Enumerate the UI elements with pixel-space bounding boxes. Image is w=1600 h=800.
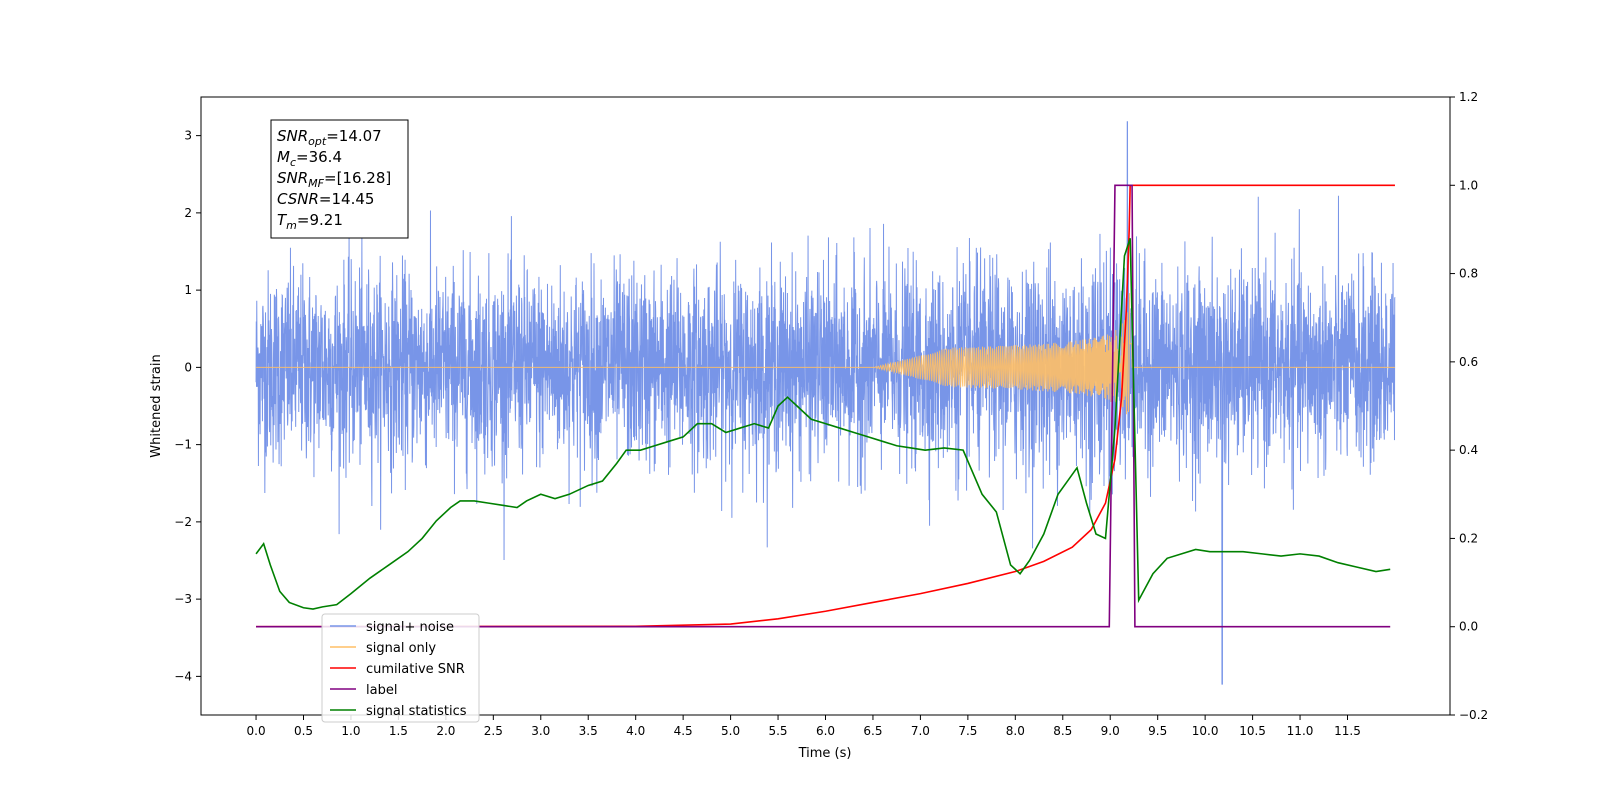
y2-tick-label: 1.2	[1459, 90, 1478, 104]
legend-label: signal statistics	[366, 704, 467, 719]
x-tick-label: 7.0	[911, 724, 930, 738]
x-tick-label: 8.0	[1006, 724, 1025, 738]
x-tick-label: 5.0	[721, 724, 740, 738]
x-tick-label: 7.5	[958, 724, 977, 738]
x-tick-label: 4.0	[626, 724, 645, 738]
annotation-line: CSNR=14.45	[277, 190, 374, 208]
x-tick-label: 2.0	[436, 724, 455, 738]
series-layer	[255, 121, 1396, 685]
x-tick-label: 8.5	[1053, 724, 1072, 738]
annotation-symbol: T	[277, 211, 288, 229]
x-tick-label: 0.0	[247, 724, 266, 738]
y-tick-label: −4	[174, 669, 192, 683]
y2-tick-label: −0.2	[1459, 708, 1488, 722]
annotation-value: =36.4	[296, 148, 342, 166]
annotation-symbol: SNR	[277, 169, 308, 187]
annotation-box: SNRopt=14.07Mc=36.4SNRMF=[16.28]CSNR=14.…	[270, 119, 409, 239]
x-axis-label: Time (s)	[798, 746, 852, 761]
y2-tick-label: 0.6	[1459, 355, 1478, 369]
x-tick-label: 3.5	[579, 724, 598, 738]
x-tick-label: 6.5	[863, 724, 882, 738]
x-tick-label: 3.0	[531, 724, 550, 738]
annotation-line: SNRMF=[16.28]	[277, 169, 391, 190]
annotation-value: =9.21	[297, 211, 343, 229]
legend-label: signal+ noise	[366, 620, 454, 635]
legend-frame	[321, 613, 480, 723]
annotation-subscript: opt	[308, 135, 327, 148]
x-tick-label: 4.5	[674, 724, 693, 738]
legend-label: cumilative SNR	[366, 662, 465, 677]
x-tick-label: 10.5	[1239, 724, 1266, 738]
annotation-symbol: SNR	[277, 127, 308, 145]
x-tick-label: 5.5	[768, 724, 787, 738]
annotation-value: =14.45	[319, 190, 375, 208]
annotation-subscript: MF	[308, 177, 324, 190]
y-axis-label: Whitened strain	[149, 354, 164, 457]
x-tick-label: 10.0	[1192, 724, 1219, 738]
y-tick-label: 3	[184, 129, 192, 143]
x-tick-label: 6.0	[816, 724, 835, 738]
y-tick-label: 2	[184, 206, 192, 220]
annotation-subscript: m	[286, 219, 297, 232]
series-signal-statistics	[255, 238, 1391, 610]
y-axis-ticks: 3 2 1 0 −1 −2 −3 −4	[174, 129, 201, 683]
y2-tick-label: 0.0	[1459, 620, 1478, 634]
x-tick-label: 1.0	[341, 724, 360, 738]
x-tick-label: 2.5	[484, 724, 503, 738]
y2-tick-label: 0.4	[1459, 443, 1478, 457]
series-cumulative-snr	[256, 184, 1395, 628]
series-label	[256, 184, 1391, 628]
x-tick-label: 9.5	[1148, 724, 1167, 738]
series-signal-noise	[255, 121, 1396, 685]
x-tick-label: 11.5	[1334, 724, 1361, 738]
y2-tick-label: 1.0	[1459, 178, 1478, 192]
y2-tick-label: 0.8	[1459, 267, 1478, 281]
annotation-subscript: c	[290, 156, 296, 169]
annotation-symbol: CSNR	[277, 190, 319, 208]
legend-label: signal only	[366, 641, 436, 656]
legend: signal+ noise signal only cumilative SNR la…	[321, 613, 480, 723]
annotation-line: Tm=9.21	[277, 211, 343, 232]
x-tick-label: 1.5	[389, 724, 408, 738]
annotation-line: SNRopt=14.07	[277, 127, 382, 148]
annotation-symbol: M	[277, 148, 290, 166]
x-tick-label: 11.0	[1287, 724, 1314, 738]
x-tick-label: 0.5	[294, 724, 313, 738]
x-axis-ticks: 0.0 0.5 1.0 1.5 2.0 2.5 3.0 3.5 4.0 4.5 5.0 5.5 6.0 6…	[247, 715, 1361, 738]
y-tick-label: −3	[174, 592, 192, 606]
series-signal-only	[256, 293, 1395, 415]
y2-tick-label: 0.2	[1459, 531, 1478, 545]
legend-label: label	[366, 683, 397, 698]
y-tick-label: −2	[174, 515, 192, 529]
annotation-line: Mc=36.4	[277, 148, 342, 169]
annotation-frame	[270, 119, 409, 239]
y-tick-label: 0	[184, 360, 192, 374]
annotation-value: =14.07	[326, 127, 382, 145]
y2-axis-ticks: 1.2 1.0 0.8 0.6 0.4 0.2 0.0 −0.2	[1450, 90, 1488, 722]
annotation-value: =[16.28]	[324, 169, 391, 187]
y-tick-label: 1	[184, 283, 192, 297]
y-tick-label: −1	[174, 438, 192, 452]
x-tick-label: 9.0	[1101, 724, 1120, 738]
